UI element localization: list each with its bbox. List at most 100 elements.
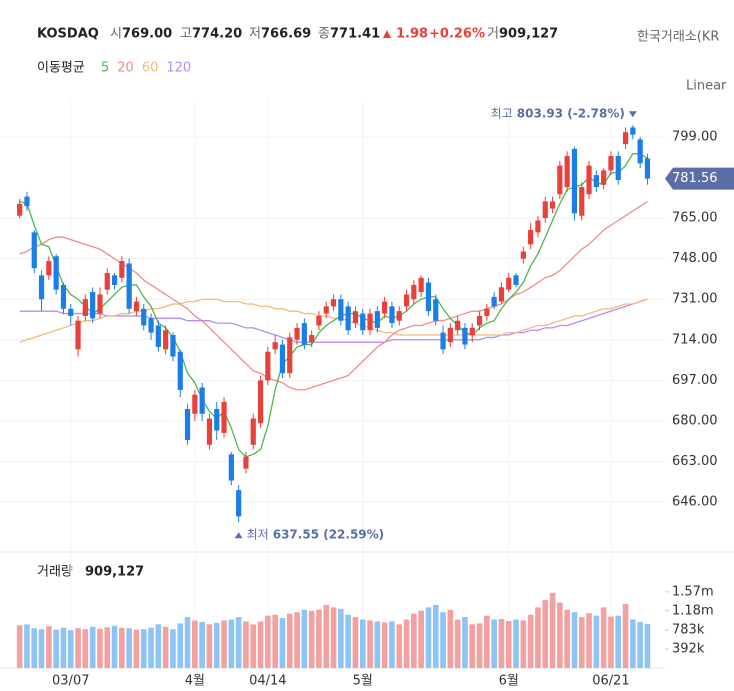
- volume-tick-label: 392k: [672, 641, 705, 656]
- volume-bar: [469, 624, 476, 668]
- ma-line: [19, 298, 648, 343]
- candle-body: [126, 263, 132, 309]
- candle-body: [484, 308, 490, 316]
- high-annotation-label: 최고: [491, 107, 513, 121]
- candle-body: [141, 308, 147, 326]
- y-tick-label: 663.00: [672, 454, 718, 469]
- candle-body: [330, 299, 337, 307]
- candle-body: [425, 282, 432, 312]
- volume-bar: [250, 624, 257, 668]
- candle-body: [199, 387, 205, 414]
- candle-body: [287, 337, 293, 374]
- ma-line: [19, 153, 648, 458]
- candle-body: [90, 292, 96, 319]
- volume-bar: [367, 620, 373, 668]
- high-value: 774.20: [192, 27, 242, 42]
- volume-bar: [644, 623, 651, 668]
- candle-body: [447, 327, 453, 343]
- volume-bar: [148, 627, 154, 668]
- volume-bar: [396, 624, 403, 668]
- candle-body: [637, 139, 643, 164]
- candle-body: [206, 418, 213, 445]
- volume-bar: [75, 628, 81, 668]
- volume-bar: [389, 621, 395, 668]
- candle-body: [24, 196, 30, 207]
- volume-bar: [133, 629, 140, 668]
- y-tick-label: 680.00: [672, 413, 718, 428]
- candle-body: [571, 148, 578, 214]
- candle-body: [257, 380, 264, 424]
- y-tick-label: 731.00: [672, 292, 718, 307]
- candle-body: [119, 261, 125, 278]
- high-marker: [628, 111, 637, 118]
- volume-bar: [411, 613, 417, 668]
- symbol: KOSDAQ: [37, 27, 99, 42]
- candle-body: [462, 327, 468, 345]
- volume-bar: [425, 607, 432, 668]
- volume-bar: [491, 619, 497, 668]
- candle-body: [75, 320, 81, 350]
- candle-body: [316, 315, 322, 326]
- candle-body: [491, 296, 497, 307]
- candle-body: [221, 401, 227, 433]
- ma-line: [19, 298, 648, 343]
- volume-bar: [564, 609, 570, 668]
- volume-bar: [454, 619, 461, 668]
- open-value: 769.00: [122, 27, 172, 42]
- candle-body: [601, 170, 607, 185]
- up-arrow: [383, 30, 391, 38]
- candle-body: [396, 311, 402, 321]
- candle-body: [170, 335, 176, 357]
- y-tick-label: 646.00: [672, 495, 718, 510]
- candle-body: [60, 284, 67, 309]
- candle-body: [374, 311, 380, 328]
- volume-bar: [46, 626, 52, 668]
- candle-body: [498, 287, 505, 302]
- source: 한국거래소(KR: [637, 30, 719, 45]
- candle-body: [184, 408, 191, 441]
- candle-body: [279, 344, 286, 374]
- volume-bar: [557, 602, 563, 668]
- candle-body: [46, 261, 52, 276]
- volume-bar: [243, 621, 249, 668]
- volume-bar: [323, 604, 330, 668]
- volume-bar: [338, 608, 344, 668]
- x-tick-label: 03/07: [52, 674, 89, 689]
- candle-body: [309, 335, 315, 343]
- volume-bar: [301, 609, 308, 668]
- candle-body: [68, 308, 74, 316]
- volume-bar: [162, 626, 169, 668]
- volume-bar: [352, 617, 359, 668]
- ma-legend: 120: [166, 61, 191, 76]
- candle-body: [294, 327, 300, 340]
- volume-bar: [16, 625, 23, 668]
- y-tick-label: 748.00: [672, 251, 718, 266]
- candle-body: [163, 330, 169, 350]
- candle-body: [520, 251, 526, 259]
- x-tick-label: 4월: [185, 674, 205, 689]
- candle-body: [214, 408, 220, 431]
- candle-body: [352, 311, 359, 324]
- candle-body: [301, 323, 307, 345]
- volume-bar: [440, 612, 446, 668]
- volume-value: 909,127: [499, 27, 558, 42]
- candle-body: [411, 284, 417, 300]
- candle-body: [31, 232, 37, 269]
- volume-bar: [31, 628, 38, 668]
- volume-bar: [498, 619, 505, 668]
- candle-body: [476, 315, 483, 326]
- volume-bar: [447, 609, 454, 668]
- volume-bar: [520, 620, 527, 668]
- candle-body: [557, 165, 563, 195]
- candle-body: [97, 294, 103, 314]
- volume-bar: [286, 613, 293, 668]
- candle-body: [564, 156, 570, 188]
- scale-label: Linear: [686, 79, 727, 94]
- volume-bar: [462, 617, 468, 668]
- volume-bar: [484, 615, 490, 668]
- volume-tick-label: 1.18m: [672, 603, 714, 618]
- volume-tick-label: 1.57m: [672, 584, 714, 599]
- volume-bar: [111, 625, 118, 668]
- low-label: 저: [249, 27, 261, 42]
